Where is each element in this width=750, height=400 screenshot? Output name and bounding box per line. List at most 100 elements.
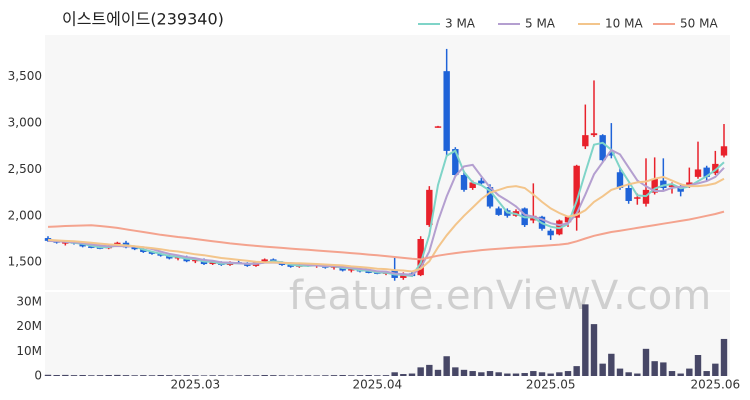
volume-bar xyxy=(322,375,329,376)
legend-label: 5 MA xyxy=(525,17,556,31)
candle-body xyxy=(261,259,268,263)
candle-body xyxy=(209,262,216,265)
x-tick-label: 2025.06 xyxy=(691,378,741,392)
candle-body xyxy=(88,246,95,248)
volume-bar xyxy=(88,375,95,376)
candle-body xyxy=(426,189,433,226)
y-tick-label: 3,000 xyxy=(8,116,42,130)
candle-body xyxy=(686,182,693,186)
ma-line xyxy=(47,148,725,276)
volume-bar xyxy=(166,375,173,376)
volume-bar xyxy=(608,353,615,376)
candle-body xyxy=(478,180,485,184)
y-tick-label: 10M xyxy=(16,344,42,358)
legend-label: 10 MA xyxy=(605,17,643,31)
volume-bar xyxy=(712,363,719,376)
volume-bar xyxy=(478,372,485,376)
candle-body xyxy=(417,239,424,276)
y-tick-label: 2,500 xyxy=(8,162,42,176)
price-panel xyxy=(45,35,730,290)
volume-bar xyxy=(252,375,260,376)
candle-body xyxy=(703,167,710,177)
candle-body xyxy=(348,268,355,271)
candle-body xyxy=(564,216,572,223)
candle-body xyxy=(625,188,632,201)
volume-bar xyxy=(157,375,164,376)
y-tick-label: 0 xyxy=(34,369,42,383)
volume-bar xyxy=(703,371,710,376)
volume-bar xyxy=(469,371,476,376)
volume-bar xyxy=(434,369,442,376)
volume-bar xyxy=(582,304,589,376)
volume-bar xyxy=(114,374,121,376)
y-tick-label: 30M xyxy=(16,294,42,308)
candle-body xyxy=(400,274,407,278)
volume-bar xyxy=(564,371,572,376)
candle-body xyxy=(616,172,624,188)
volume-bar xyxy=(720,338,728,376)
volume-bar xyxy=(443,356,450,376)
volume-bar xyxy=(131,375,138,376)
candle-body xyxy=(599,135,606,161)
volume-bar xyxy=(226,375,234,376)
candle-body xyxy=(148,251,156,254)
candle-body xyxy=(460,175,468,190)
volume-bar xyxy=(521,373,528,376)
volume-bar xyxy=(530,371,537,376)
volume-bar xyxy=(642,348,650,376)
volume-bar xyxy=(452,367,459,376)
y-tick-label: 2,000 xyxy=(8,208,42,222)
chart-title: 이스트에이드(239340) xyxy=(62,10,224,29)
legend-label: 3 MA xyxy=(445,17,476,31)
volume-bar xyxy=(44,374,52,376)
candle-body xyxy=(582,135,589,147)
volume-bar xyxy=(296,375,303,376)
candle-body xyxy=(365,271,372,273)
volume-bar xyxy=(62,374,69,376)
volume-bar xyxy=(96,375,104,376)
ma-line xyxy=(47,175,725,273)
candle-body xyxy=(573,165,580,218)
volume-bar xyxy=(348,375,355,376)
volume-bar xyxy=(573,366,580,376)
candle-body xyxy=(44,238,52,241)
legend-label: 50 MA xyxy=(680,17,718,31)
volume-bar xyxy=(391,372,398,376)
volume-bar xyxy=(382,375,390,376)
candle-body xyxy=(443,71,450,151)
volume-bar xyxy=(694,355,702,376)
volume-bar xyxy=(218,375,225,376)
volume-bar xyxy=(408,373,416,376)
candle-body xyxy=(486,187,494,207)
volume-bar xyxy=(677,373,684,376)
x-tick-label: 2025.05 xyxy=(526,378,576,392)
candle-body xyxy=(495,208,502,215)
candle-body xyxy=(192,259,199,262)
candle-body xyxy=(166,255,173,259)
volume-bar xyxy=(339,375,346,376)
volume-bar xyxy=(651,361,658,376)
volume-bar xyxy=(235,375,242,376)
candle-body xyxy=(547,230,554,236)
volume-bar xyxy=(616,368,624,376)
candle-body xyxy=(660,180,667,188)
ma-line xyxy=(47,210,725,261)
volume-bar xyxy=(209,375,216,376)
volume-bar xyxy=(304,375,312,376)
volume-bar xyxy=(278,375,286,376)
volume-bar xyxy=(599,363,606,376)
candle-body xyxy=(608,152,615,156)
volume-bar xyxy=(174,375,182,376)
volume-bar xyxy=(200,375,208,376)
volume-bar xyxy=(590,324,598,376)
volume-bar xyxy=(287,375,294,376)
volume-bar xyxy=(244,375,251,376)
volume-bar xyxy=(374,375,381,376)
volume-bar xyxy=(538,372,546,376)
volume-bar xyxy=(547,373,554,376)
volume-bar xyxy=(79,375,86,376)
candle-body xyxy=(140,249,147,252)
volume-bar xyxy=(313,375,320,376)
volume-bar xyxy=(261,375,268,376)
